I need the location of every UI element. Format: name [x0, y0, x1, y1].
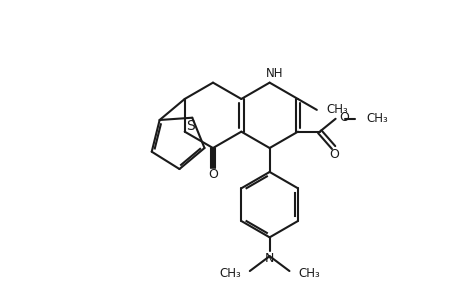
Text: CH₃: CH₃: [298, 266, 319, 280]
Text: O: O: [339, 111, 349, 124]
Text: N: N: [264, 252, 274, 265]
Text: O: O: [207, 168, 218, 181]
Text: S: S: [185, 118, 194, 133]
Text: CH₃: CH₃: [326, 103, 348, 116]
Text: O: O: [329, 148, 339, 161]
Text: CH₃: CH₃: [365, 112, 387, 125]
Text: CH₃: CH₃: [218, 266, 241, 280]
Text: NH: NH: [265, 67, 283, 80]
